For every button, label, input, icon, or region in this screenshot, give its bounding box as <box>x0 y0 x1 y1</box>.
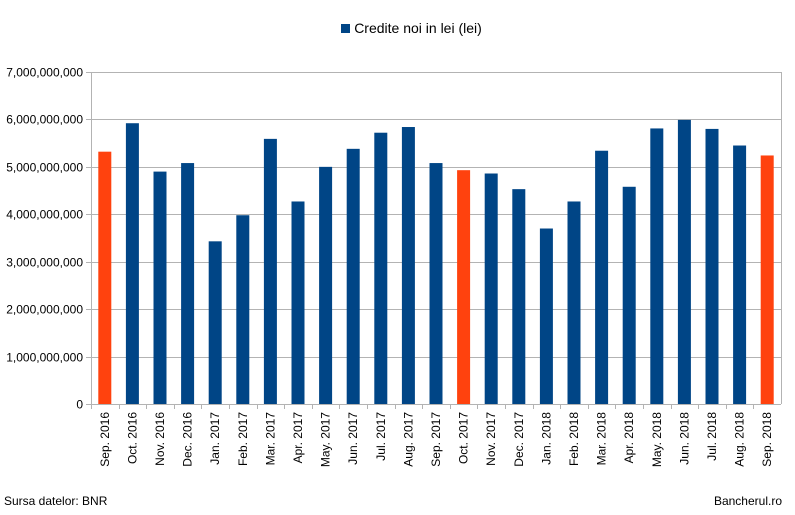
bar <box>319 166 333 404</box>
bar <box>760 155 774 404</box>
bar <box>733 145 747 404</box>
x-tick-label: Feb. 2017 <box>236 412 250 466</box>
bar <box>512 189 526 404</box>
bar <box>291 201 305 404</box>
bar <box>484 173 498 404</box>
y-tick-label: 3,000,000,000 <box>6 256 83 270</box>
x-tick-label: Jun. 2017 <box>346 412 360 465</box>
x-tick-label: Jun. 2018 <box>677 412 691 465</box>
x-tick-label: Apr. 2018 <box>622 412 636 464</box>
bar <box>125 123 139 404</box>
x-tick-label: May. 2018 <box>650 412 664 467</box>
bar <box>539 228 553 404</box>
bars <box>98 119 774 405</box>
x-tick-label: Dec. 2017 <box>512 412 526 467</box>
y-axis-tick-labels: 0 1,000,000,000 2,000,000,000 3,000,000,000… <box>6 66 83 412</box>
x-tick-label: Feb. 2018 <box>567 412 581 466</box>
legend: Credite noi in lei (lei) <box>0 20 795 36</box>
x-tick-label: Mar. 2018 <box>595 412 609 466</box>
y-tick-label: 0 <box>76 398 83 412</box>
bar <box>429 163 443 404</box>
legend-label: Credite noi in lei (lei) <box>354 20 482 36</box>
x-tick-label: Oct. 2016 <box>125 412 139 464</box>
bar <box>457 170 471 404</box>
x-tick-label: Dec. 2016 <box>181 412 195 467</box>
legend-swatch <box>341 23 351 33</box>
bar <box>236 215 250 404</box>
bar <box>374 132 388 404</box>
y-tick-label: 5,000,000,000 <box>6 161 83 175</box>
bar <box>595 150 609 404</box>
axes <box>91 72 782 409</box>
x-tick-label: Jan. 2017 <box>208 412 222 465</box>
x-tick-label: Sep. 2016 <box>98 412 112 467</box>
x-tick-label: Nov. 2016 <box>153 412 167 466</box>
x-tick-label: Jul. 2017 <box>374 412 388 461</box>
y-tick-label: 7,000,000,000 <box>6 66 83 80</box>
x-tick-label: Jul. 2018 <box>705 412 719 461</box>
bar <box>401 127 415 405</box>
bar <box>622 186 636 404</box>
x-tick-label: Nov. 2017 <box>484 412 498 466</box>
bar <box>98 151 112 404</box>
bar <box>208 241 222 404</box>
bar <box>181 163 195 404</box>
x-tick-label: Aug. 2018 <box>733 412 747 467</box>
bar <box>567 201 581 404</box>
x-tick-label: Aug. 2017 <box>401 412 415 467</box>
bar <box>705 128 719 404</box>
x-tick-label: Sep. 2018 <box>760 412 774 467</box>
bar <box>346 148 360 404</box>
y-tick-label: 2,000,000,000 <box>6 303 83 317</box>
bar <box>153 171 167 404</box>
x-tick-label: Oct. 2017 <box>457 412 471 464</box>
y-tick-label: 6,000,000,000 <box>6 113 83 127</box>
x-tick-label: Jan. 2018 <box>539 412 553 465</box>
x-tick-label: Apr. 2017 <box>291 412 305 464</box>
y-tick-label: 4,000,000,000 <box>6 208 83 222</box>
bar <box>263 138 277 404</box>
x-tick-label: Sep. 2017 <box>429 412 443 467</box>
x-tick-label: May. 2017 <box>319 412 333 467</box>
x-tick-label: Mar. 2017 <box>263 412 277 466</box>
bar <box>650 128 664 404</box>
bar <box>677 119 691 405</box>
x-axis-tick-labels: Sep. 2016 Oct. 2016 Nov. 2016 Dec. 2016 Jan.… <box>98 412 774 467</box>
source-note: Sursa datelor: BNR <box>4 494 108 508</box>
brand-note: Bancherul.ro <box>713 494 782 508</box>
y-tick-label: 1,000,000,000 <box>6 351 83 365</box>
